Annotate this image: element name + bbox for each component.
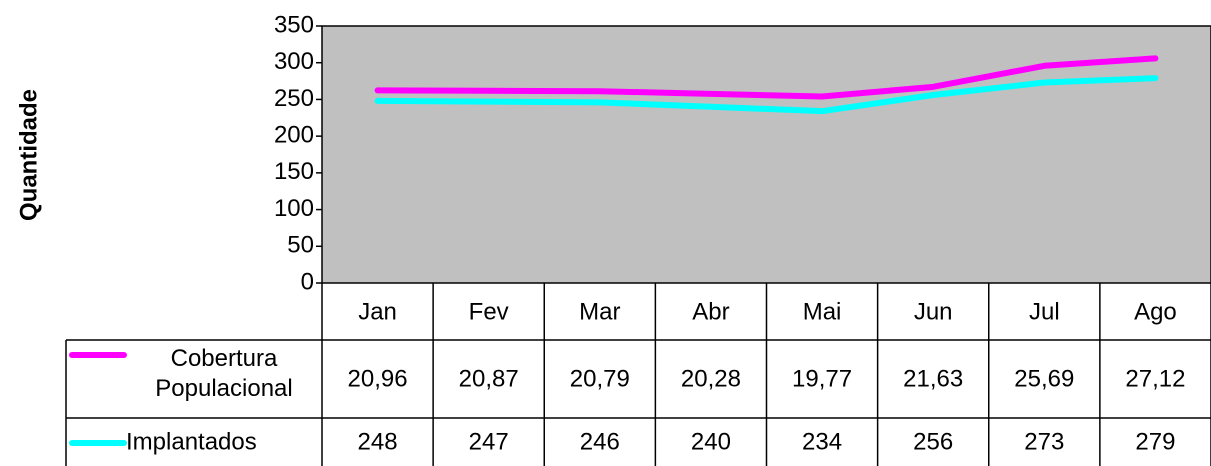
table-value: 248 (358, 428, 398, 455)
y-tick-label: 200 (274, 121, 314, 148)
table-value: 20,28 (681, 365, 741, 392)
table-value: 246 (580, 428, 620, 455)
y-tick-label: 100 (274, 195, 314, 222)
y-tick-label: 350 (274, 11, 314, 38)
table-value: 256 (913, 428, 953, 455)
table-value: 279 (1135, 428, 1175, 455)
y-tick-label: 150 (274, 158, 314, 185)
series-line (374, 75, 1159, 115)
table-value: 20,96 (348, 365, 408, 392)
x-tick-label: Fev (469, 298, 509, 325)
y-tick-label: 300 (274, 48, 314, 75)
y-tick-label: 250 (274, 85, 314, 112)
table-value: 19,77 (792, 365, 852, 392)
table-value: 234 (802, 428, 842, 455)
legend-label: Implantados (126, 428, 257, 455)
x-tick-label: Mai (803, 298, 842, 325)
x-tick-label: Abr (692, 298, 729, 325)
table-value: 21,63 (903, 365, 963, 392)
series-line (374, 55, 1159, 100)
x-tick-label: Jun (914, 298, 953, 325)
table-value: 247 (469, 428, 509, 455)
y-tick-label: 50 (287, 232, 314, 259)
y-tick-label: 0 (301, 268, 314, 295)
table-value: 20,79 (570, 365, 630, 392)
x-tick-label: Ago (1134, 298, 1177, 325)
table-value: 25,69 (1014, 365, 1074, 392)
table-value: 27,12 (1125, 365, 1185, 392)
x-tick-label: Mar (579, 298, 620, 325)
legend-label: Cobertura Populacional (155, 345, 293, 402)
x-tick-label: Jan (358, 298, 397, 325)
plot-area (321, 25, 1211, 284)
x-tick-label: Jul (1029, 298, 1060, 325)
table-value: 240 (691, 428, 731, 455)
table-value: 20,87 (459, 365, 519, 392)
y-axis-label: Quantidade (15, 89, 42, 221)
table-value: 273 (1024, 428, 1064, 455)
